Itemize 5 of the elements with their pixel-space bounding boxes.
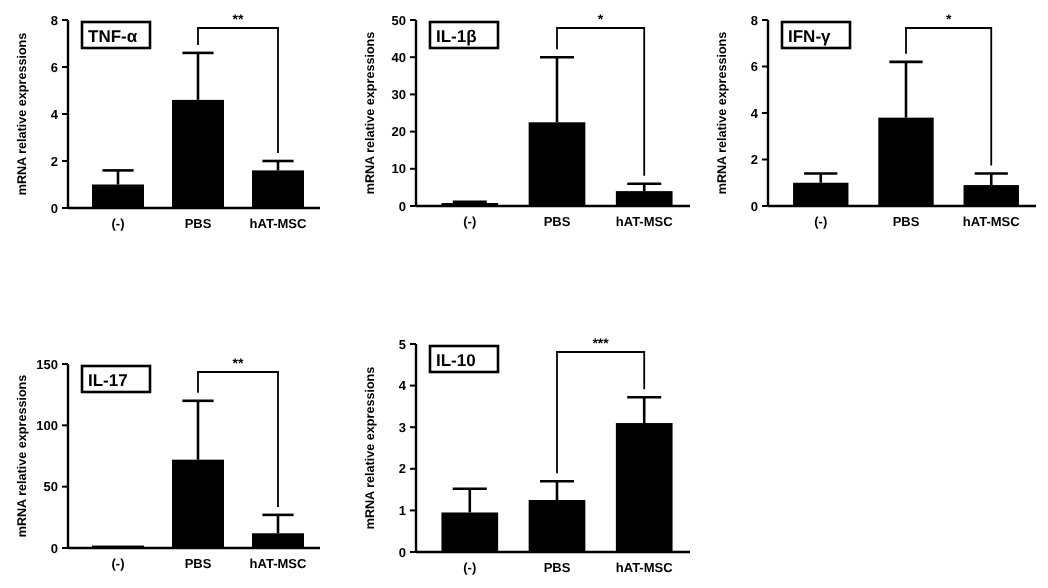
chart-title: TNF-α	[88, 26, 139, 46]
chart-title: IFN-γ	[788, 26, 832, 46]
chart-title: IL-1β	[436, 26, 477, 46]
chart-title: IL-17	[88, 370, 129, 390]
chart-title: IL-10	[436, 350, 477, 370]
